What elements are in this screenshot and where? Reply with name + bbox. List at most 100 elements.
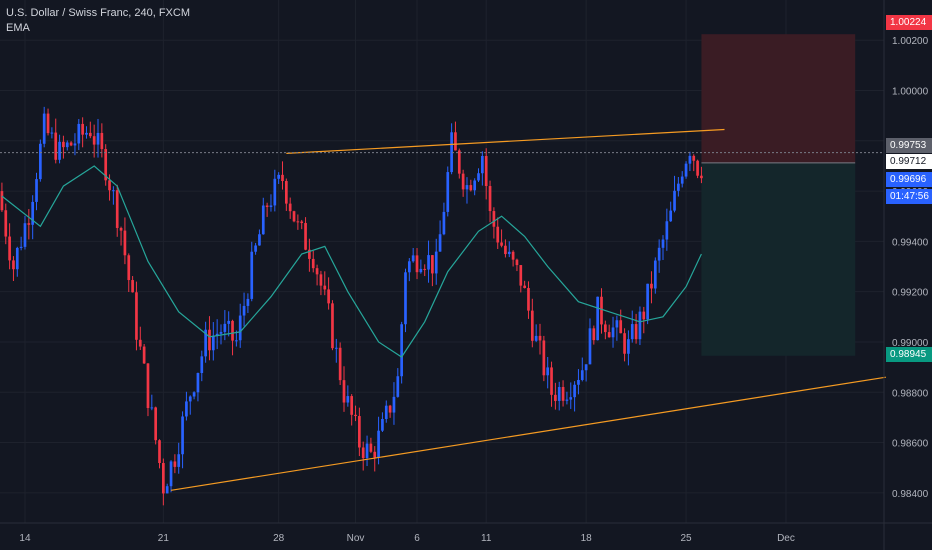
candle-body — [377, 430, 380, 458]
candle-body — [284, 181, 288, 204]
candle-body — [627, 339, 630, 354]
candle-body — [12, 260, 15, 270]
candle-body — [50, 132, 54, 134]
trendline-upper — [286, 128, 725, 154]
candle-body — [373, 451, 377, 458]
candle-body — [77, 123, 81, 144]
candle-body — [292, 211, 296, 222]
candle-body — [404, 272, 407, 325]
candle-body — [39, 143, 42, 180]
candle-body — [327, 289, 330, 304]
candle-body — [169, 461, 173, 487]
candle-body — [358, 416, 361, 448]
candle-body — [519, 265, 523, 286]
trendlines[interactable] — [0, 128, 887, 491]
candle-body — [588, 328, 592, 365]
candle-body — [592, 328, 596, 341]
stop-loss-zone — [701, 34, 856, 163]
candle-body — [619, 320, 623, 334]
candle-body — [73, 143, 77, 146]
candle-body — [673, 190, 676, 211]
candle-body — [634, 324, 638, 340]
ema-series-line — [1, 165, 702, 358]
target-price-tag: 0.98945 — [886, 347, 932, 362]
candle-body — [431, 255, 434, 274]
candle-body — [669, 210, 673, 222]
candle-body — [554, 394, 557, 401]
candle-body — [288, 203, 292, 212]
candle-body — [346, 396, 350, 403]
candle-body — [561, 387, 565, 401]
candle-body — [680, 176, 684, 184]
candle-body — [700, 175, 703, 179]
x-tick-label: 21 — [158, 533, 170, 544]
candle-body — [138, 339, 142, 347]
candle-body — [369, 443, 373, 452]
x-tick-label: 18 — [581, 533, 593, 544]
candle-body — [235, 340, 238, 342]
candle-body — [600, 296, 603, 325]
candle-body — [530, 310, 534, 341]
candle-body — [569, 397, 573, 400]
candle-body — [242, 305, 246, 316]
candle-body — [100, 132, 104, 150]
ema-line — [1, 165, 702, 358]
candle-body — [427, 255, 430, 270]
candle-body — [484, 156, 488, 187]
candle-body — [488, 186, 492, 212]
position-zones[interactable] — [701, 34, 856, 356]
candle-body — [696, 160, 699, 176]
candle-body — [354, 414, 357, 417]
candle-body — [465, 185, 469, 190]
candle-body — [211, 335, 215, 351]
candle-body — [461, 173, 465, 190]
y-tick-label: 0.99400 — [892, 237, 929, 248]
candle-body — [638, 311, 642, 340]
candle-body — [334, 347, 338, 349]
indicator-label: EMA — [6, 22, 30, 34]
candle-body — [450, 132, 453, 173]
candle-body — [473, 180, 477, 191]
candle-body — [523, 285, 526, 289]
candle-body — [677, 183, 680, 191]
candle-body — [208, 329, 211, 351]
x-tick-label: 25 — [680, 533, 692, 544]
candle-body — [185, 401, 188, 417]
candle-body — [281, 174, 284, 182]
candle-body — [192, 392, 196, 397]
candle-body — [534, 335, 538, 341]
candle-body — [653, 260, 657, 289]
candle-body — [265, 205, 269, 208]
candle-body — [442, 211, 446, 235]
candle-body — [434, 251, 438, 274]
candles — [0, 106, 703, 506]
candle-body — [661, 239, 665, 248]
candle-body — [511, 251, 515, 260]
candle-body — [261, 205, 265, 235]
candle-body — [146, 363, 150, 409]
candle-body — [615, 320, 619, 328]
candle-body — [692, 155, 696, 161]
bid-price-tag: 0.99753 — [886, 138, 932, 153]
candle-body — [142, 346, 146, 364]
candle-body — [58, 141, 61, 160]
candle-body — [573, 384, 576, 398]
candle-body — [69, 142, 73, 146]
candle-body — [115, 190, 119, 228]
candle-body — [546, 367, 550, 376]
candle-body — [62, 141, 65, 148]
stop-price-tag: 1.00224 — [886, 15, 932, 30]
candle-body — [400, 324, 403, 377]
candle-body — [177, 454, 181, 467]
candle-body — [231, 320, 234, 341]
candle-body — [196, 373, 200, 393]
candle-body — [227, 320, 231, 324]
candle-body — [246, 298, 250, 306]
x-tick-label: 28 — [273, 533, 285, 544]
candle-body — [131, 280, 134, 293]
candle-body — [238, 315, 242, 341]
candle-body — [350, 396, 354, 415]
candle-body — [23, 223, 27, 247]
candle-body — [646, 283, 649, 320]
